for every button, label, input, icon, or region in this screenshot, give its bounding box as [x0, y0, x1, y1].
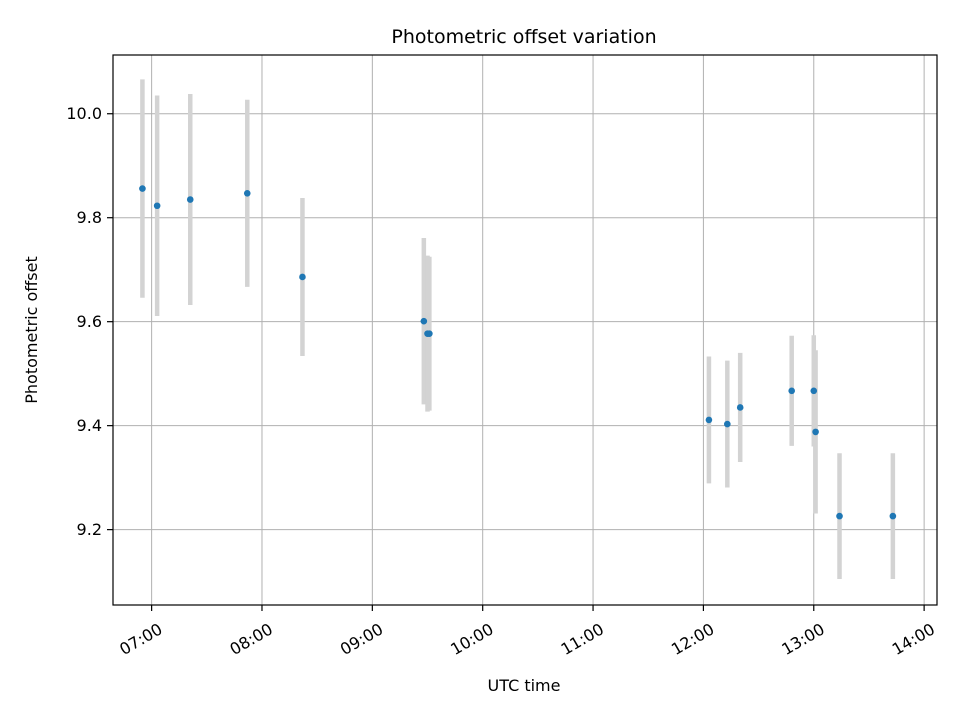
y-tick-label: 9.2 — [77, 520, 102, 539]
data-point — [153, 202, 161, 210]
data-point — [788, 387, 795, 395]
y-axis-ticks: 9.2 9.4 9.6 9.8 10.0 — [66, 104, 113, 539]
y-tick-label: 10.0 — [66, 104, 102, 123]
y-tick-label: 9.8 — [77, 208, 102, 227]
data-point — [812, 428, 819, 436]
data-point — [420, 317, 428, 325]
data-point — [139, 185, 146, 192]
data-point — [836, 512, 843, 520]
data-point — [724, 420, 731, 428]
data-points — [139, 185, 897, 520]
data-point — [889, 512, 897, 520]
y-axis-label: Photometric offset — [22, 256, 41, 404]
data-point — [186, 196, 194, 203]
data-point — [426, 330, 433, 337]
data-point — [705, 416, 713, 424]
y-tick-label: 9.6 — [77, 312, 102, 331]
x-axis-label: UTC time — [488, 676, 561, 695]
data-point — [736, 404, 744, 411]
data-point — [243, 189, 251, 197]
data-point — [299, 273, 306, 281]
grid-lines — [113, 55, 937, 605]
data-point — [810, 387, 818, 395]
plot-frame — [112, 54, 938, 606]
chart-title: Photometric offset variation — [391, 26, 656, 48]
y-tick-label: 9.4 — [77, 416, 102, 435]
